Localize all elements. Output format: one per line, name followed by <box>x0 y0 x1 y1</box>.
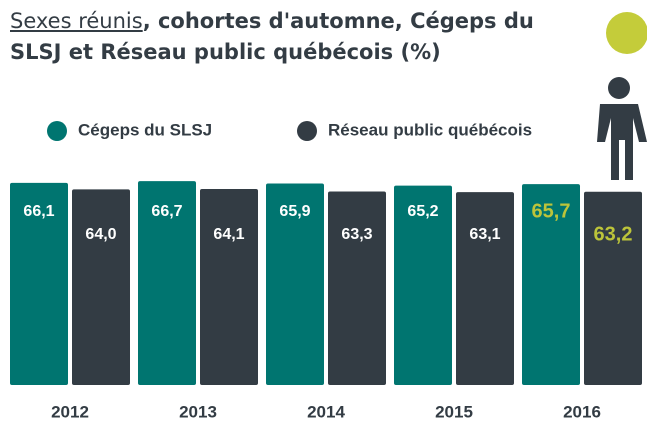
value-label: 63,2 <box>594 223 633 245</box>
bar <box>10 182 68 385</box>
value-label: 65,2 <box>407 203 438 220</box>
legend-label: Réseau public québécois <box>328 120 532 139</box>
bar <box>72 189 130 385</box>
x-tick-label: 2012 <box>51 402 89 421</box>
value-label: 64,1 <box>213 226 244 243</box>
value-label: 66,1 <box>23 203 54 220</box>
chart-title: Sexes réunis, cohortes d'automne, Cégeps… <box>10 6 570 68</box>
title-link: Sexes réunis <box>10 9 143 33</box>
x-tick-label: 2014 <box>307 402 345 421</box>
bar <box>328 191 386 385</box>
x-tick-label: 2013 <box>179 402 217 421</box>
value-label: 63,1 <box>469 226 500 243</box>
x-tick-label: 2016 <box>563 402 601 421</box>
bar <box>456 192 514 385</box>
value-label: 64,0 <box>85 226 116 243</box>
legend-label: Cégeps du SLSJ <box>78 120 212 139</box>
bar <box>522 184 580 385</box>
value-label: 66,7 <box>151 203 182 220</box>
value-label: 65,7 <box>532 200 571 222</box>
title-text: , cohortes d'automne, Cégeps du SLSJ et … <box>10 9 534 64</box>
bar <box>200 189 258 385</box>
value-label: 65,9 <box>279 203 310 220</box>
legend-swatch <box>297 121 317 141</box>
value-label: 63,3 <box>341 226 372 243</box>
bar <box>266 183 324 385</box>
bar <box>394 185 452 385</box>
bar <box>584 191 642 385</box>
x-tick-label: 2015 <box>435 402 473 421</box>
person-icon <box>597 77 647 180</box>
bar <box>138 181 196 385</box>
decor-circle <box>606 12 647 54</box>
legend-swatch <box>47 121 67 141</box>
